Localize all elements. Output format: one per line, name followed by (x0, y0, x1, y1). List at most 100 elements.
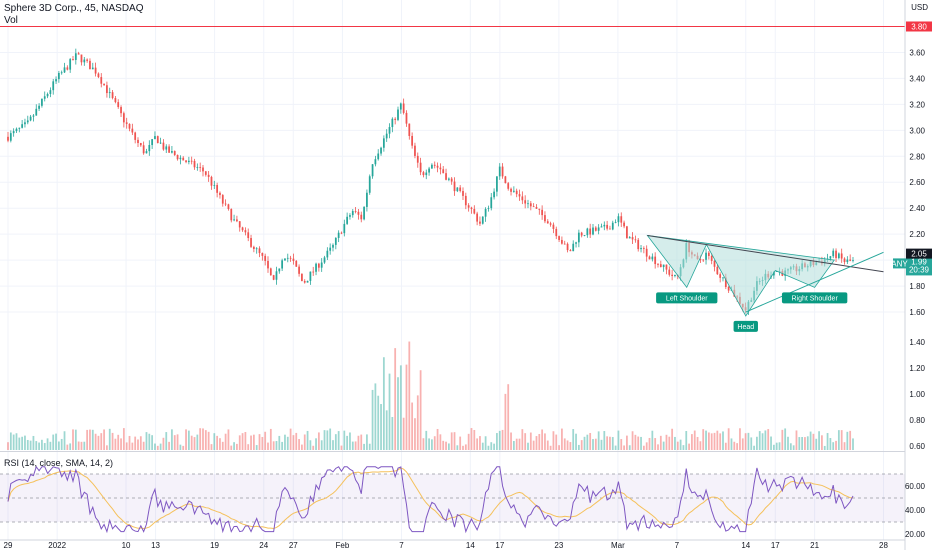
price-axis[interactable]: USD3.603.403.203.002.802.602.402.202.001… (891, 0, 932, 550)
volume-bar (80, 441, 83, 450)
candle (397, 106, 399, 122)
candle-body (668, 269, 671, 275)
candle (498, 163, 501, 180)
volume-bar (707, 432, 710, 450)
candle (315, 262, 317, 276)
candle (238, 221, 241, 232)
volume-bar (57, 441, 60, 450)
candle (117, 99, 120, 109)
volume-bar (391, 417, 394, 450)
candle (439, 163, 442, 175)
candle-body (382, 138, 385, 148)
candle (286, 253, 289, 263)
candle (332, 243, 334, 252)
candle (592, 223, 594, 236)
volume-bar (801, 437, 804, 450)
candle (69, 57, 72, 73)
candle-body (614, 222, 617, 223)
candle-body (662, 264, 665, 268)
candle (202, 164, 204, 177)
candle-body (363, 206, 365, 220)
candle-body (346, 216, 349, 224)
volume-bar (100, 433, 103, 450)
candle-body (7, 136, 9, 141)
time-axis[interactable]: 29 2022 10 13 19 24 27 Feb 7 14 17 23 Mar 7 14 17 21 28 (0, 539, 905, 550)
candle (657, 262, 659, 268)
candle (255, 247, 258, 254)
time-tick-label: 2022 (48, 541, 66, 550)
candle (340, 231, 343, 235)
candle-body (493, 191, 495, 198)
candle-body (213, 185, 216, 186)
candle (366, 189, 368, 212)
time-tick-label: 21 (810, 541, 819, 550)
candle (431, 163, 433, 169)
volume-bar (286, 436, 289, 450)
candle-body (397, 109, 399, 120)
candle (241, 226, 244, 232)
volume-bar (131, 442, 134, 450)
candle-body (278, 268, 281, 272)
candle (501, 163, 504, 179)
candle (727, 285, 730, 293)
volume-bar (60, 438, 63, 450)
candle-body (433, 164, 436, 166)
price-tick-label: 0.80 (909, 416, 925, 425)
candle (654, 252, 657, 269)
rsi-pane[interactable] (0, 465, 905, 534)
candle (561, 236, 563, 245)
candle (24, 118, 26, 128)
volume-bar (563, 438, 566, 450)
volume-bar (247, 444, 250, 450)
candle-body (162, 142, 165, 150)
volume-bar (826, 433, 829, 450)
pane-separator[interactable] (0, 451, 905, 452)
candle (594, 226, 597, 232)
time-tick-label: 28 (879, 541, 888, 550)
candle-body (439, 167, 442, 170)
candle (476, 211, 479, 226)
volume-bar (733, 441, 736, 450)
candle-body (572, 243, 575, 252)
candle-body (128, 123, 131, 129)
volume-bar (529, 432, 532, 450)
volume-bar (442, 440, 445, 450)
candle (496, 176, 498, 197)
candle (425, 169, 428, 180)
volume-bar (657, 444, 659, 450)
candle-body (35, 108, 38, 116)
rsi-tick-label: 40.00 (905, 506, 926, 515)
candle-body (521, 196, 524, 201)
volume-bar (221, 441, 224, 450)
volume-bar (577, 444, 580, 450)
volume-bar (501, 429, 504, 450)
candle-body (204, 171, 207, 175)
candle-body (292, 258, 295, 261)
volume-bar (818, 431, 820, 450)
volume-bar (86, 429, 89, 450)
candle (182, 156, 185, 161)
candle-body (264, 255, 267, 261)
volume-bar (219, 438, 221, 450)
volume-bar (682, 445, 685, 450)
candle (103, 83, 105, 86)
volume-bar (405, 364, 408, 450)
candle (52, 78, 55, 95)
candle-body (57, 72, 60, 80)
candle (210, 175, 213, 190)
candle (642, 246, 645, 254)
candle (549, 221, 552, 227)
volume-bar (385, 410, 388, 450)
candle (705, 248, 707, 265)
volume-bar (549, 445, 552, 450)
volume-bar (363, 443, 365, 450)
candle-body (134, 132, 137, 140)
volume-bar (176, 434, 179, 450)
candle (391, 117, 394, 133)
volume-bar (394, 348, 397, 450)
candle (66, 65, 69, 71)
candle-body (357, 211, 360, 215)
candle-body (657, 264, 659, 265)
volume-bar (264, 431, 267, 450)
